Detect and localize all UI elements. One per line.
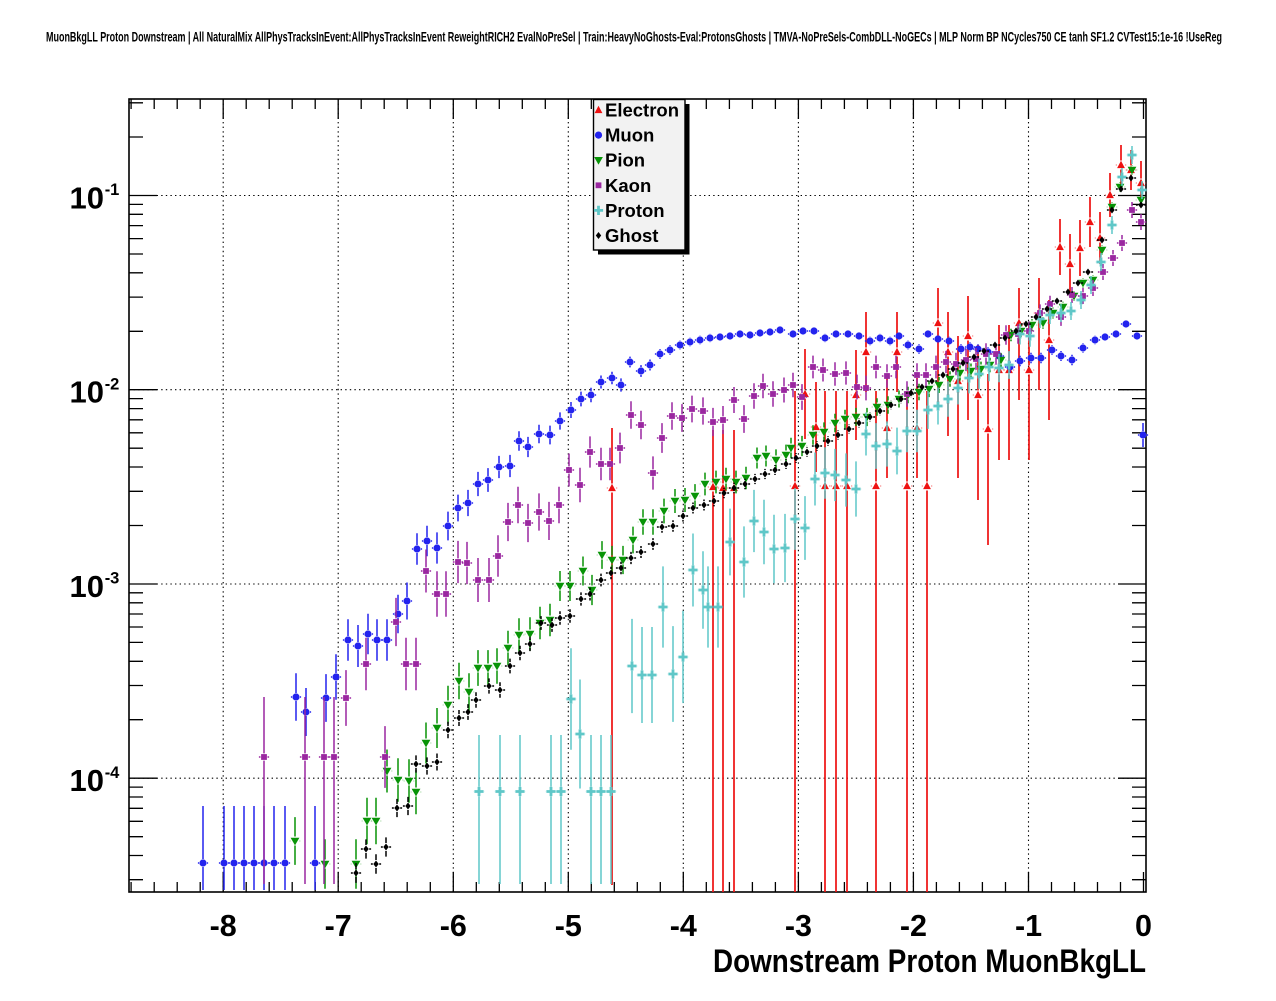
- svg-text:-3: -3: [105, 570, 120, 588]
- svg-text:Muon: Muon: [605, 125, 654, 146]
- svg-text:-4: -4: [670, 909, 697, 943]
- svg-text:-2: -2: [900, 909, 927, 943]
- svg-text:-7: -7: [325, 909, 352, 943]
- svg-text:-5: -5: [555, 909, 582, 943]
- svg-text:-1: -1: [1015, 909, 1042, 943]
- svg-text:10: 10: [70, 180, 104, 215]
- svg-text:-4: -4: [105, 764, 120, 782]
- svg-text:Kaon: Kaon: [605, 175, 651, 196]
- svg-text:-3: -3: [785, 909, 812, 943]
- svg-text:Pion: Pion: [605, 150, 645, 171]
- svg-text:10: 10: [70, 569, 104, 604]
- svg-text:MuonBkgLL Proton Downstream |: MuonBkgLL Proton Downstream | All Natura…: [46, 30, 1222, 45]
- svg-text:-2: -2: [105, 375, 120, 393]
- svg-text:10: 10: [70, 375, 104, 410]
- svg-text:-1: -1: [105, 181, 120, 199]
- svg-text:Downstream Proton MuonBkgLL: Downstream Proton MuonBkgLL: [713, 943, 1146, 979]
- svg-text:-8: -8: [210, 909, 237, 943]
- svg-text:0: 0: [1135, 909, 1152, 943]
- svg-text:Ghost: Ghost: [605, 225, 658, 246]
- svg-text:10: 10: [70, 763, 104, 798]
- svg-text:Proton: Proton: [605, 200, 665, 221]
- svg-text:-6: -6: [440, 909, 467, 943]
- svg-text:Electron: Electron: [605, 100, 679, 121]
